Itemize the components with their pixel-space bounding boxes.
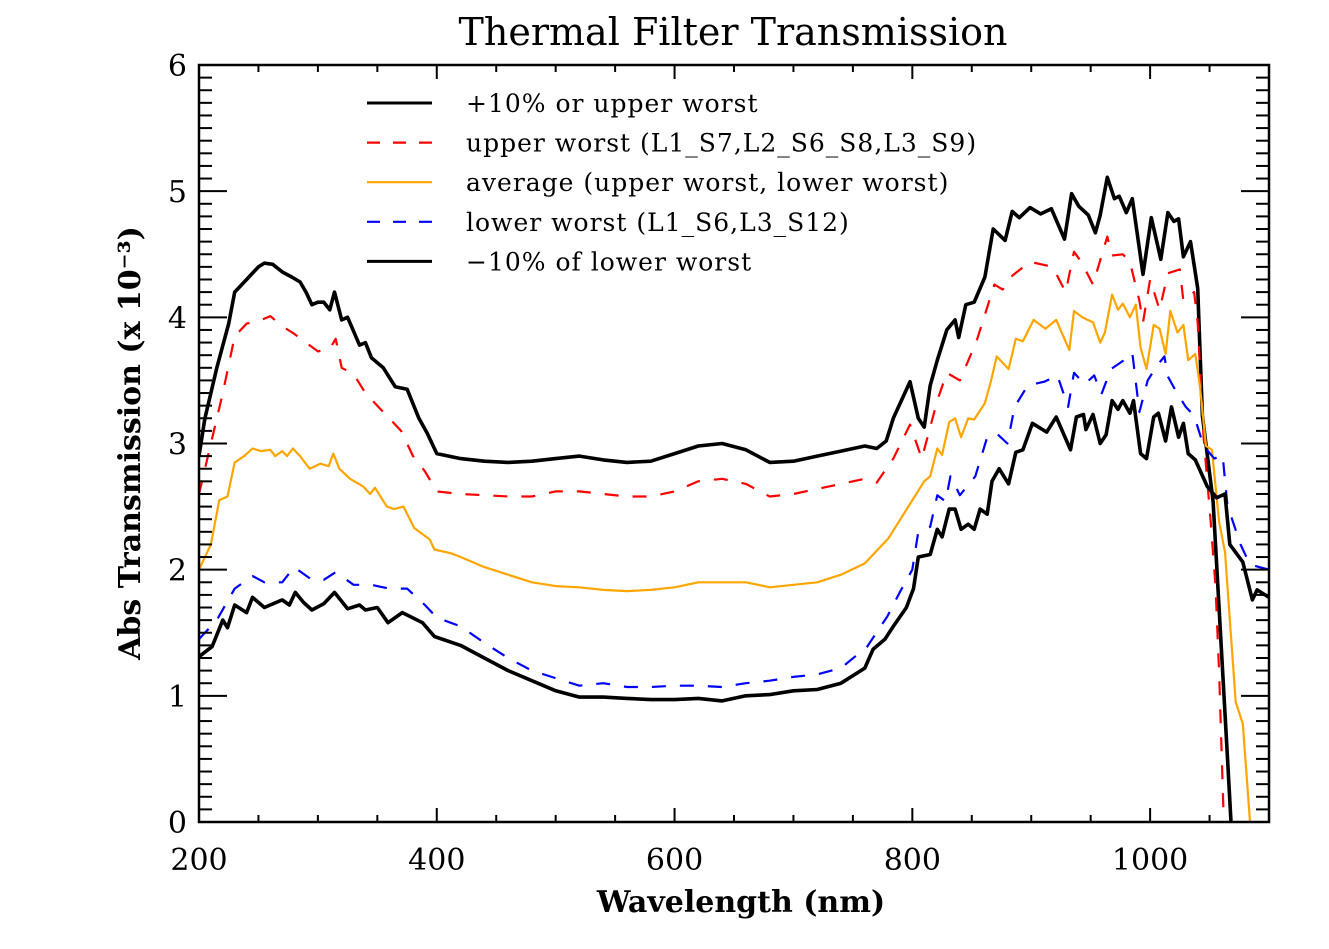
y-tick-label: 6	[168, 49, 187, 84]
series-line-3	[199, 293, 1252, 822]
series-line-1	[199, 175, 1233, 822]
x-tick-label: 400	[408, 843, 465, 878]
x-tick-label: 1000	[1112, 843, 1188, 878]
legend-label-3: average (upper worst, lower worst)	[466, 168, 949, 197]
y-tick-label: 4	[168, 301, 187, 336]
y-tick-label: 0	[168, 806, 187, 841]
legend-label-5: −10% of lower worst	[466, 247, 752, 276]
x-tick-label: 800	[884, 843, 941, 878]
y-axis-label: Abs Transmission (x 10⁻³)	[113, 226, 148, 661]
axes: 200 400 600 800 1000 0 1 2 3 4 5 6	[168, 49, 1271, 878]
series-line-2	[199, 235, 1225, 822]
series-line-5	[199, 398, 1269, 703]
legend-label-4: lower worst (L1_S6,L3_S12)	[466, 208, 850, 237]
chart-title: Thermal Filter Transmission	[459, 10, 1008, 54]
series-line-4	[199, 351, 1269, 689]
y-tick-label: 3	[168, 428, 187, 463]
x-axis-label: Wavelength (nm)	[596, 885, 885, 920]
legend: +10% or upper worst upper worst (L1_S7,L2…	[367, 89, 977, 276]
legend-label-1: +10% or upper worst	[466, 89, 759, 118]
legend-label-2: upper worst (L1_S7,L2_S6_S8,L3_S9)	[466, 129, 977, 158]
x-tick-label: 200	[170, 843, 227, 878]
y-tick-label: 2	[168, 554, 187, 589]
y-tick-label: 5	[168, 175, 187, 210]
series-layer	[199, 175, 1269, 822]
x-tick-label: 600	[646, 843, 703, 878]
y-tick-label: 1	[168, 680, 187, 715]
